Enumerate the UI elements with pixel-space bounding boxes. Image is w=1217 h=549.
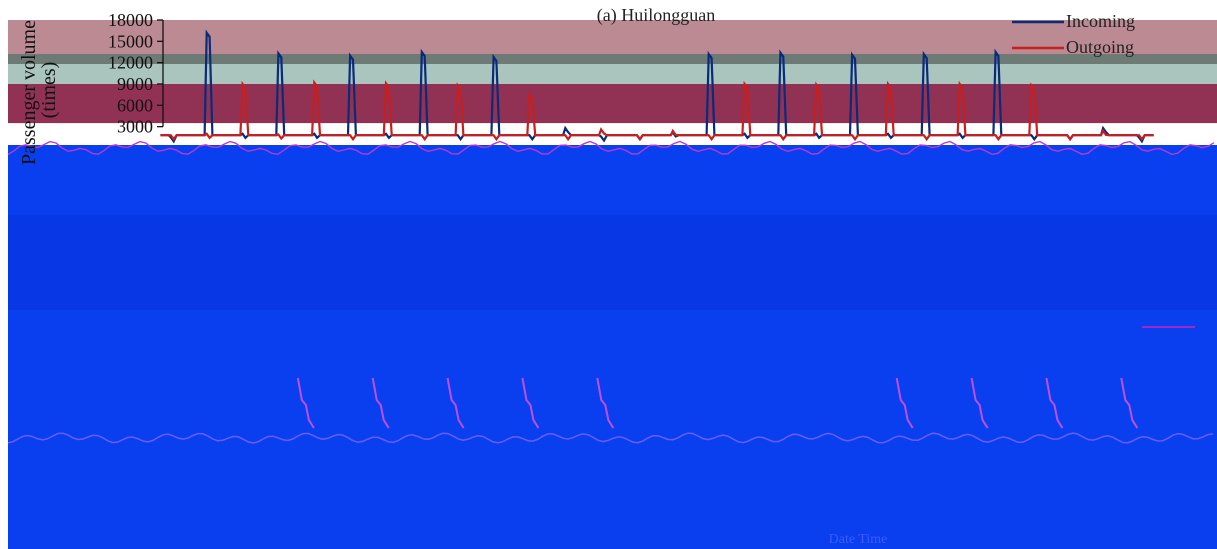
y-tick-label: 3000 bbox=[117, 117, 153, 137]
legend: Incoming Outgoing bbox=[1012, 11, 1135, 57]
lower-peak-mark bbox=[446, 377, 465, 429]
background-band bbox=[8, 20, 1217, 60]
baseline-noise-line bbox=[7, 140, 1215, 156]
lower-series-group bbox=[7, 326, 1214, 444]
series-group bbox=[7, 29, 1215, 156]
legend-label-outgoing: Outgoing bbox=[1066, 37, 1134, 57]
background-band bbox=[8, 84, 1217, 124]
x-axis-label: Date Time bbox=[829, 532, 888, 547]
series-line-outgoing bbox=[160, 79, 1154, 142]
y-axis-label: Passenger volume (times) bbox=[18, 15, 60, 165]
lower-peak-mark bbox=[970, 377, 989, 429]
y-tick-label: 18000 bbox=[108, 10, 153, 30]
y-tick-label: 9000 bbox=[117, 74, 153, 94]
y-tick-label: 15000 bbox=[108, 31, 153, 51]
plot-background bbox=[8, 145, 1217, 549]
lower-peak-mark bbox=[296, 377, 315, 429]
band-group bbox=[8, 20, 1217, 124]
lower-baseline-line bbox=[7, 432, 1214, 444]
lower-peak-mark bbox=[1045, 377, 1064, 429]
y-tick-label: 12000 bbox=[108, 53, 153, 73]
lower-peak-mark bbox=[1120, 377, 1139, 429]
band-separator bbox=[8, 54, 1217, 64]
chart-title: (a) Huilongguan bbox=[597, 5, 715, 26]
lower-peak-mark bbox=[371, 377, 390, 429]
plot-background-band bbox=[8, 215, 1217, 310]
lower-peak-mark bbox=[521, 377, 540, 429]
y-tick-label: 6000 bbox=[117, 95, 153, 115]
legend-label-incoming: Incoming bbox=[1066, 11, 1135, 31]
lower-peak-mark bbox=[895, 377, 914, 429]
lower-peak-mark bbox=[596, 377, 615, 429]
